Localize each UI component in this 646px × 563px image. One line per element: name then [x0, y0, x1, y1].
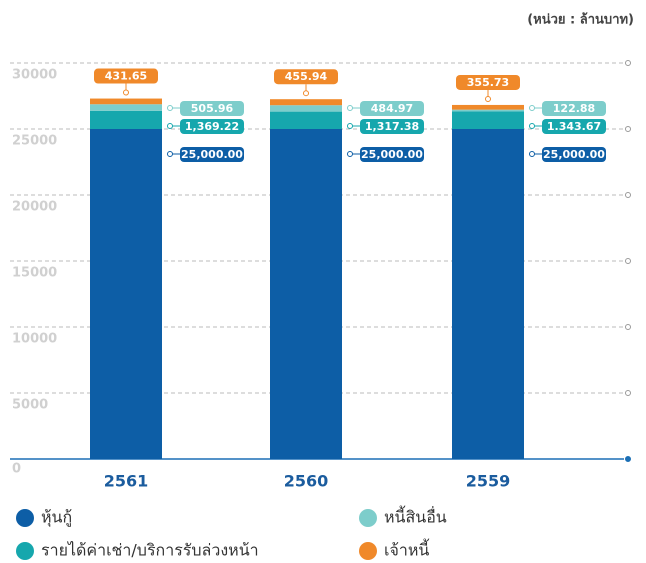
legend-label: เจ้าหนี้ [384, 539, 430, 560]
bar-segment [90, 110, 162, 129]
connector-dot [167, 105, 173, 111]
bar-segment [90, 104, 162, 111]
x-tick-label: 2559 [466, 472, 511, 491]
value-label: 25,000.00 [543, 148, 605, 161]
legend-label: หนี้สินอื่น [384, 506, 447, 527]
y-tick-label: 10000 [12, 332, 57, 347]
value-label-bg [456, 74, 520, 90]
value-label-bg [180, 101, 244, 116]
connector-dot [167, 151, 173, 157]
legend-marker [359, 542, 377, 560]
grid-dot [625, 60, 631, 66]
value-label-bg [274, 69, 338, 85]
bar-segment [270, 129, 342, 459]
value-label-bg [542, 119, 606, 134]
value-label: 355.73 [467, 76, 509, 89]
connector-dot [485, 95, 491, 102]
connector-dot [347, 151, 353, 157]
grid-dot [625, 192, 631, 198]
legend-label: รายได้ค่าเช่า/บริการรับล่วงหน้า [41, 541, 259, 560]
y-tick-label: 15000 [12, 266, 57, 281]
connector-dot [347, 123, 353, 129]
value-label-bg [360, 119, 424, 134]
y-tick-label: 20000 [12, 200, 57, 215]
value-label: 484.97 [371, 102, 413, 115]
grid-dot [625, 324, 631, 330]
value-label-bg [542, 101, 606, 116]
legend-marker [359, 509, 377, 527]
bar-segment [90, 129, 162, 459]
connector-dot [347, 105, 353, 111]
connector-dot [529, 123, 535, 129]
value-label-bg [542, 147, 606, 162]
connector-dot [123, 89, 129, 96]
y-tick-label: 25000 [12, 134, 57, 149]
value-label: 431.65 [105, 70, 147, 83]
value-label: 25,000.00 [361, 148, 423, 161]
connector-dot [167, 123, 173, 129]
grid-dot [625, 390, 631, 396]
value-label: 1.343.67 [547, 120, 601, 133]
bar-segment [452, 109, 524, 112]
bar-segment [452, 111, 524, 129]
value-label: 1,317.38 [365, 120, 419, 133]
y-tick-label: 30000 [12, 68, 57, 83]
grid-dot [625, 456, 631, 462]
y-tick-label: 0 [12, 462, 21, 477]
bar-segment [270, 99, 342, 106]
value-label-bg [94, 68, 158, 84]
value-label: 122.88 [553, 102, 595, 115]
value-label-bg [360, 101, 424, 116]
bar-segment [452, 129, 524, 459]
legend-label: หุ้นกู้ [41, 508, 72, 528]
bar-segment [270, 111, 342, 129]
y-tick-label: 5000 [12, 398, 48, 413]
connector-dot [529, 151, 535, 157]
legend-marker [16, 542, 34, 560]
connector-dot [303, 90, 309, 97]
unit-label: (หน่วย : ล้านบาท) [527, 12, 634, 28]
value-label: 25,000.00 [181, 148, 243, 161]
bar-segment [452, 104, 524, 110]
value-label: 1,369.22 [185, 120, 239, 133]
legend-marker [16, 509, 34, 527]
grid-dot [625, 258, 631, 264]
x-tick-label: 2561 [104, 472, 149, 491]
grid-dot [625, 126, 631, 132]
bar-segment [270, 105, 342, 112]
value-label-bg [180, 119, 244, 134]
value-label: 455.94 [285, 70, 328, 83]
x-tick-label: 2560 [284, 472, 329, 491]
bar-segment [90, 98, 162, 105]
value-label: 505.96 [191, 102, 234, 115]
connector-dot [529, 105, 535, 111]
value-label-bg [360, 147, 424, 162]
value-label-bg [180, 147, 244, 162]
